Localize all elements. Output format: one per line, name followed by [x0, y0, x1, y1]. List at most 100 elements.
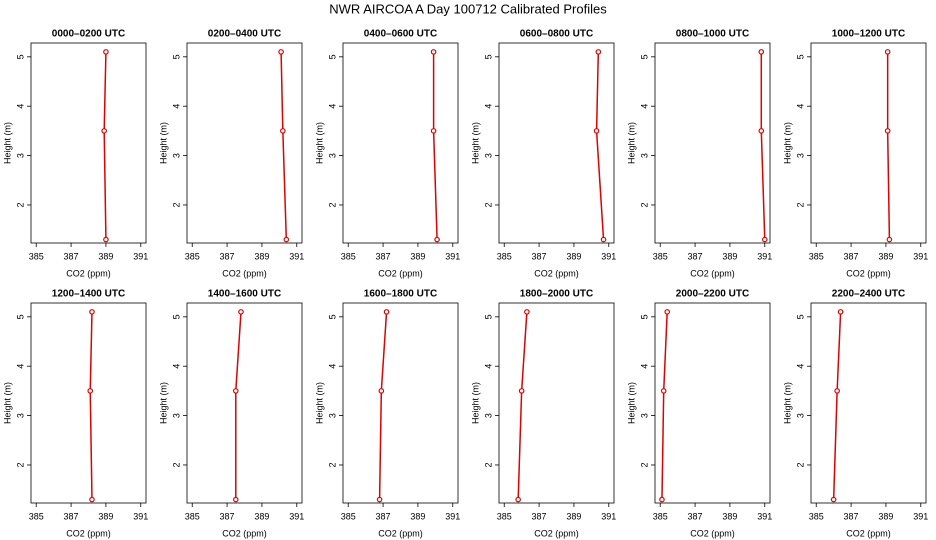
x-tick-label: 389 — [566, 251, 581, 261]
panel-title: 0600–0800 UTC — [520, 29, 593, 40]
point — [659, 496, 665, 503]
y-tick-label: 3 — [795, 153, 805, 158]
x-tick-label: 391 — [757, 251, 772, 261]
x-tick-label: 387 — [376, 511, 391, 521]
plot-frame — [186, 42, 303, 244]
panel-title: 0000–0200 UTC — [52, 29, 125, 40]
point — [238, 309, 244, 315]
y-tick-label: 2 — [483, 462, 493, 467]
point — [376, 496, 383, 503]
y-tick-label: 2 — [795, 202, 805, 207]
x-tick-label: 385 — [29, 251, 44, 261]
y-axis-label: Height (m) — [314, 382, 324, 424]
profile-line — [832, 311, 842, 500]
y-axis-label: Height (m) — [626, 382, 636, 424]
y-tick-label: 4 — [483, 364, 493, 369]
y-tick-label: 3 — [483, 153, 493, 158]
y-axis-label: Height (m) — [782, 382, 792, 424]
x-axis-label: CO2 (ppm) — [846, 528, 891, 538]
panel-title: 1200–1400 UTC — [52, 289, 125, 300]
profile-line — [595, 51, 605, 240]
x-tick-label: 387 — [220, 511, 235, 521]
profile-line — [432, 51, 438, 240]
point — [232, 388, 239, 394]
x-tick-label: 389 — [722, 251, 737, 261]
point — [593, 128, 600, 134]
y-tick-label: 5 — [171, 54, 181, 59]
y-axis-label: Height (m) — [314, 122, 324, 164]
point — [884, 49, 891, 55]
y-tick-label: 3 — [15, 153, 25, 158]
x-tick-label: 387 — [532, 251, 547, 261]
y-axis-label: Height (m) — [626, 122, 636, 164]
point — [430, 49, 437, 55]
x-axis-label: CO2 (ppm) — [222, 268, 267, 278]
profile-line — [280, 51, 288, 240]
x-tick-label: 389 — [566, 511, 581, 521]
y-axis-label: Height (m) — [158, 122, 168, 164]
y-tick-label: 4 — [639, 364, 649, 369]
profile-line — [517, 311, 528, 500]
point — [758, 128, 765, 134]
x-tick-label: 385 — [497, 511, 512, 521]
y-tick-label: 2 — [15, 202, 25, 207]
x-tick-label: 389 — [410, 251, 425, 261]
y-tick-label: 5 — [15, 54, 25, 59]
point — [101, 128, 107, 134]
y-tick-label: 4 — [15, 364, 25, 369]
y-tick-label: 4 — [327, 364, 337, 369]
x-tick-label: 389 — [410, 511, 425, 521]
x-axis-label: CO2 (ppm) — [66, 268, 111, 278]
x-tick-label: 391 — [913, 251, 928, 261]
y-tick-label: 3 — [327, 153, 337, 158]
x-tick-label: 387 — [844, 511, 859, 521]
x-tick-label: 385 — [341, 511, 356, 521]
plot-frame — [342, 302, 459, 504]
panel-title: 1800–2000 UTC — [520, 289, 593, 300]
point — [664, 309, 670, 315]
y-tick-label: 2 — [171, 462, 181, 467]
y-tick-label: 5 — [483, 54, 493, 59]
plot-frame — [30, 42, 147, 244]
plot-frame — [810, 42, 927, 244]
plot-frame — [30, 302, 147, 504]
plot-frame — [498, 302, 615, 504]
y-tick-label: 2 — [795, 462, 805, 467]
point — [278, 49, 284, 55]
x-tick-label: 391 — [913, 511, 928, 521]
plot-frame — [342, 42, 459, 244]
main-title: NWR AIRCOA A Day 100712 Calibrated Profi… — [329, 1, 607, 16]
x-tick-label: 385 — [341, 251, 356, 261]
x-tick-label: 385 — [29, 511, 44, 521]
x-tick-label: 385 — [653, 251, 668, 261]
y-tick-label: 3 — [639, 413, 649, 418]
x-tick-label: 389 — [878, 511, 893, 521]
x-axis-label: CO2 (ppm) — [222, 528, 267, 538]
x-tick-label: 389 — [722, 511, 737, 521]
y-axis-label: Height (m) — [782, 122, 792, 164]
x-tick-label: 391 — [757, 511, 772, 521]
y-tick-label: 2 — [483, 202, 493, 207]
x-tick-label: 389 — [98, 251, 113, 261]
x-axis-label: CO2 (ppm) — [378, 528, 423, 538]
profile-line — [235, 311, 242, 500]
profile-line — [661, 311, 668, 500]
point — [886, 236, 893, 243]
plot-frame — [654, 302, 771, 504]
point — [660, 388, 667, 394]
y-tick-label: 5 — [327, 314, 337, 319]
x-tick-label: 391 — [445, 251, 460, 261]
point — [103, 236, 109, 243]
panel-title: 0800–1000 UTC — [676, 29, 749, 40]
y-tick-label: 5 — [795, 314, 805, 319]
x-tick-label: 389 — [254, 251, 269, 261]
y-tick-label: 4 — [327, 104, 337, 109]
y-axis-label: Height (m) — [470, 122, 480, 164]
y-tick-label: 5 — [639, 54, 649, 59]
point — [383, 309, 390, 315]
x-tick-label: 385 — [497, 251, 512, 261]
x-tick-label: 391 — [601, 251, 616, 261]
x-tick-label: 387 — [220, 251, 235, 261]
y-axis-label: Height (m) — [470, 382, 480, 424]
